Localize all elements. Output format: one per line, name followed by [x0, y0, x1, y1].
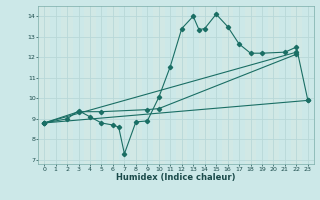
Bar [222, 6, 233, 164]
Bar [199, 6, 211, 164]
Bar [245, 6, 256, 164]
Bar [130, 6, 142, 164]
X-axis label: Humidex (Indice chaleur): Humidex (Indice chaleur) [116, 173, 236, 182]
Bar [61, 6, 73, 164]
Bar [153, 6, 164, 164]
Bar [107, 6, 119, 164]
Bar [84, 6, 96, 164]
Bar [291, 6, 302, 164]
Bar [268, 6, 279, 164]
Bar [176, 6, 188, 164]
Bar [38, 6, 50, 164]
